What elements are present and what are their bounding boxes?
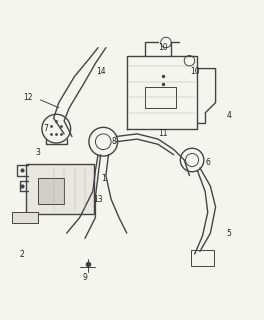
Text: 13: 13 [93,195,103,204]
Text: 5: 5 [226,229,231,238]
Text: 12: 12 [23,93,32,102]
Text: 9: 9 [83,273,87,282]
Text: 6: 6 [205,158,210,167]
Text: 1: 1 [101,174,106,183]
Text: 2: 2 [20,250,25,259]
Text: 10: 10 [159,43,168,52]
FancyBboxPatch shape [12,212,38,223]
Text: 4: 4 [226,111,231,120]
Text: 10: 10 [190,67,200,76]
Text: 3: 3 [36,148,40,157]
FancyBboxPatch shape [26,164,94,213]
Text: 8: 8 [111,137,116,146]
Text: 7: 7 [43,124,48,133]
Text: 14: 14 [96,67,105,76]
FancyBboxPatch shape [38,178,64,204]
Text: 11: 11 [159,129,168,138]
